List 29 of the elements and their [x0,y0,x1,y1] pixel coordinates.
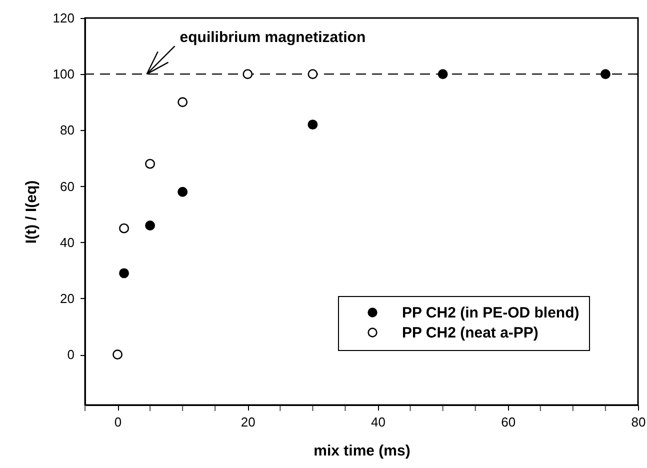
x-tick-label: 40 [371,414,386,430]
point [242,69,253,80]
legend-label: PP CH2 (neat a-PP) [402,324,538,342]
x-tick-label: 60 [501,414,516,430]
y-tick-label: 20 [60,290,74,306]
y-tick-label: 0 [67,347,74,362]
legend-label: PP CH2 (in PE-OD blend) [402,304,580,322]
annotation: equilibrium magnetization [180,29,366,46]
point [112,350,123,360]
point [119,223,130,234]
y-tick-label: 100 [52,66,74,82]
point [178,97,188,108]
x-axis-title: mix time (ms) [314,442,410,460]
point [308,120,318,130]
point [119,268,130,278]
x-tick-label: 0 [114,414,122,430]
point [145,158,156,169]
y-tick-label: 80 [60,122,74,138]
y-tick-label: 40 [60,234,74,250]
point [438,69,448,80]
point [600,69,610,80]
x-tick-label: 80 [631,414,646,430]
y-axis-title: I(t) / I(eq) [22,180,40,244]
y-tick-label: 120 [52,10,74,26]
y-tick-label: 60 [60,178,74,194]
x-tick-label: 20 [240,414,256,430]
point [178,186,188,197]
point [145,220,156,230]
point [308,69,318,80]
